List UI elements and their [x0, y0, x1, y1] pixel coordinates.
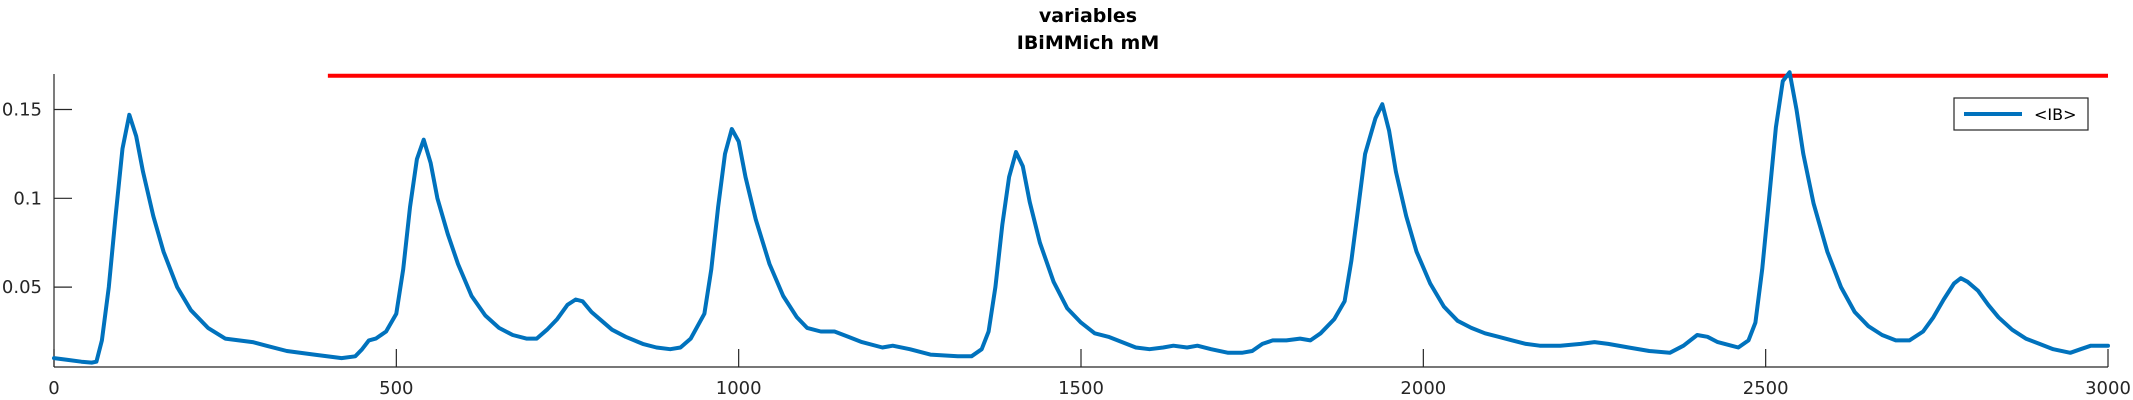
chart-title-line-1: variables — [1039, 5, 1137, 27]
x-tick-label: 2000 — [1400, 378, 1446, 399]
chart-title-line-2: IBiMMich mM — [1017, 32, 1160, 54]
x-tick-label: 1000 — [716, 378, 762, 399]
legend: <IB> — [1953, 97, 2089, 131]
y-tick-label: 0.15 — [2, 100, 42, 121]
y-axis: 0.05 0.1 0.15 — [2, 74, 72, 367]
x-axis: 0 500 1000 1500 2000 2500 3000 — [48, 349, 2131, 399]
legend-label-ib: <IB> — [2034, 105, 2077, 124]
x-tick-label: 0 — [48, 378, 59, 399]
x-tick-label: 2500 — [1743, 378, 1789, 399]
y-tick-label: 0.05 — [2, 277, 42, 298]
series-line-ib — [52, 70, 2110, 365]
y-tick-label: 0.1 — [13, 188, 42, 209]
x-tick-label: 3000 — [2085, 378, 2131, 399]
x-tick-label: 500 — [379, 378, 413, 399]
x-tick-label: 1500 — [1058, 378, 1104, 399]
plot-area — [52, 70, 2110, 365]
